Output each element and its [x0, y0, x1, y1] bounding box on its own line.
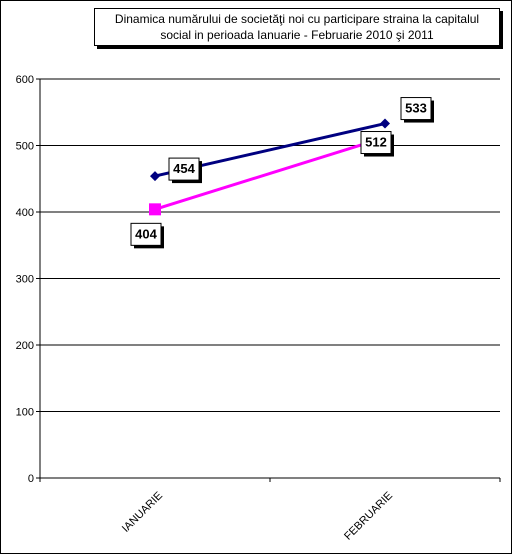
data-label: 512	[365, 135, 387, 150]
data-label: 404	[135, 226, 157, 241]
y-tick-label: 400	[16, 207, 34, 219]
data-label-box	[130, 222, 162, 246]
series-0-point	[380, 118, 390, 129]
y-tick-label: 200	[16, 340, 34, 352]
chart-title-line-2: social in perioada Ianuarie - Februarie …	[160, 28, 434, 42]
y-tick-label: 300	[16, 274, 34, 286]
data-label: 454	[173, 161, 195, 176]
series-0-point	[150, 171, 160, 182]
y-tick-label: 500	[16, 141, 34, 153]
x-tick-label: FEBRUARIE	[342, 490, 395, 543]
y-tick-label: 0	[28, 473, 34, 485]
x-tick-label: IANUARIE	[120, 490, 165, 535]
data-label-box	[360, 131, 392, 155]
chart-title: Dinamica numărului de societăţi noi cu p…	[94, 8, 500, 46]
y-tick-label: 600	[16, 74, 34, 86]
chart-title-line-1: Dinamica numărului de societăţi noi cu p…	[114, 12, 480, 26]
data-label: 533	[405, 101, 427, 116]
data-label-box	[400, 97, 432, 121]
series-line-1	[154, 136, 386, 211]
y-tick-label: 100	[16, 407, 34, 419]
data-label-box	[168, 157, 200, 181]
series-1-point	[149, 203, 161, 216]
